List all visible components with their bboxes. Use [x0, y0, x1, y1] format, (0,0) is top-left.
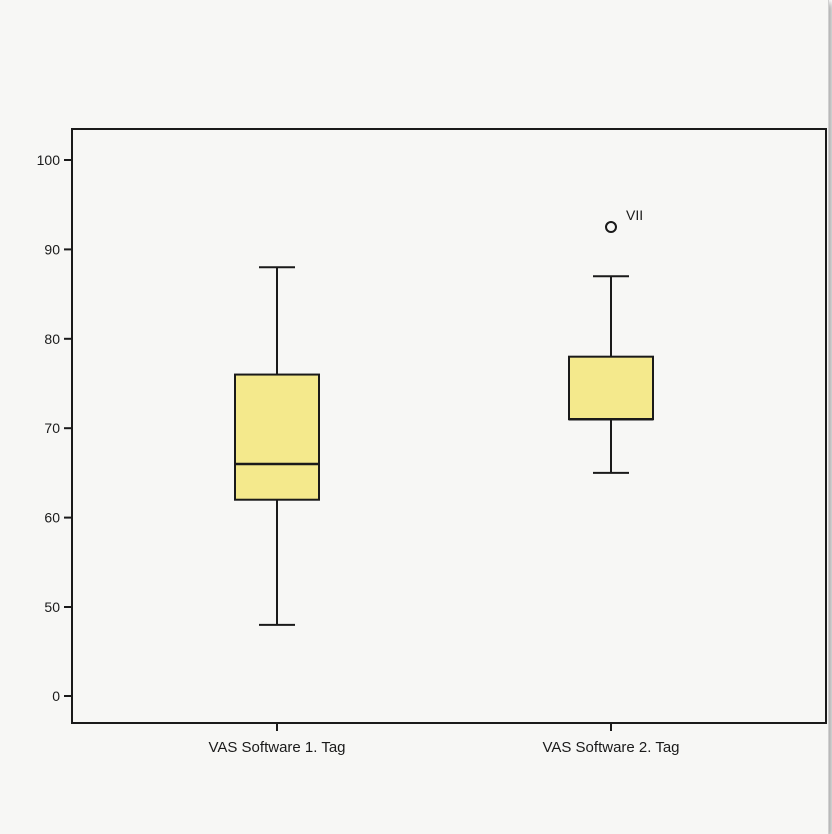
- outlier-point: [605, 221, 617, 234]
- y-tick-label: 100: [37, 152, 61, 168]
- box-iqr: [568, 355, 654, 421]
- plot-frame: [71, 128, 827, 724]
- y-tick-label: 50: [44, 599, 60, 615]
- x-category-label: VAS Software 1. Tag: [208, 739, 345, 756]
- y-tick-label: 70: [44, 420, 60, 436]
- x-axis: VAS Software 1. Tag VAS Software 2. Tag: [208, 723, 680, 756]
- y-tick-label: 60: [44, 510, 60, 526]
- y-tick-label: 90: [44, 241, 60, 257]
- box-group: [234, 266, 320, 626]
- y-tick-label: 0: [52, 688, 60, 704]
- box-iqr: [234, 373, 320, 501]
- y-tick-label: 80: [44, 331, 60, 347]
- x-category-label: VAS Software 2. Tag: [542, 739, 679, 756]
- outlier-label: VII: [626, 207, 643, 223]
- boxes: VII: [234, 207, 654, 626]
- y-axis: 0 50 60 70 80 90 100: [37, 152, 72, 704]
- box-group: VII: [568, 207, 654, 474]
